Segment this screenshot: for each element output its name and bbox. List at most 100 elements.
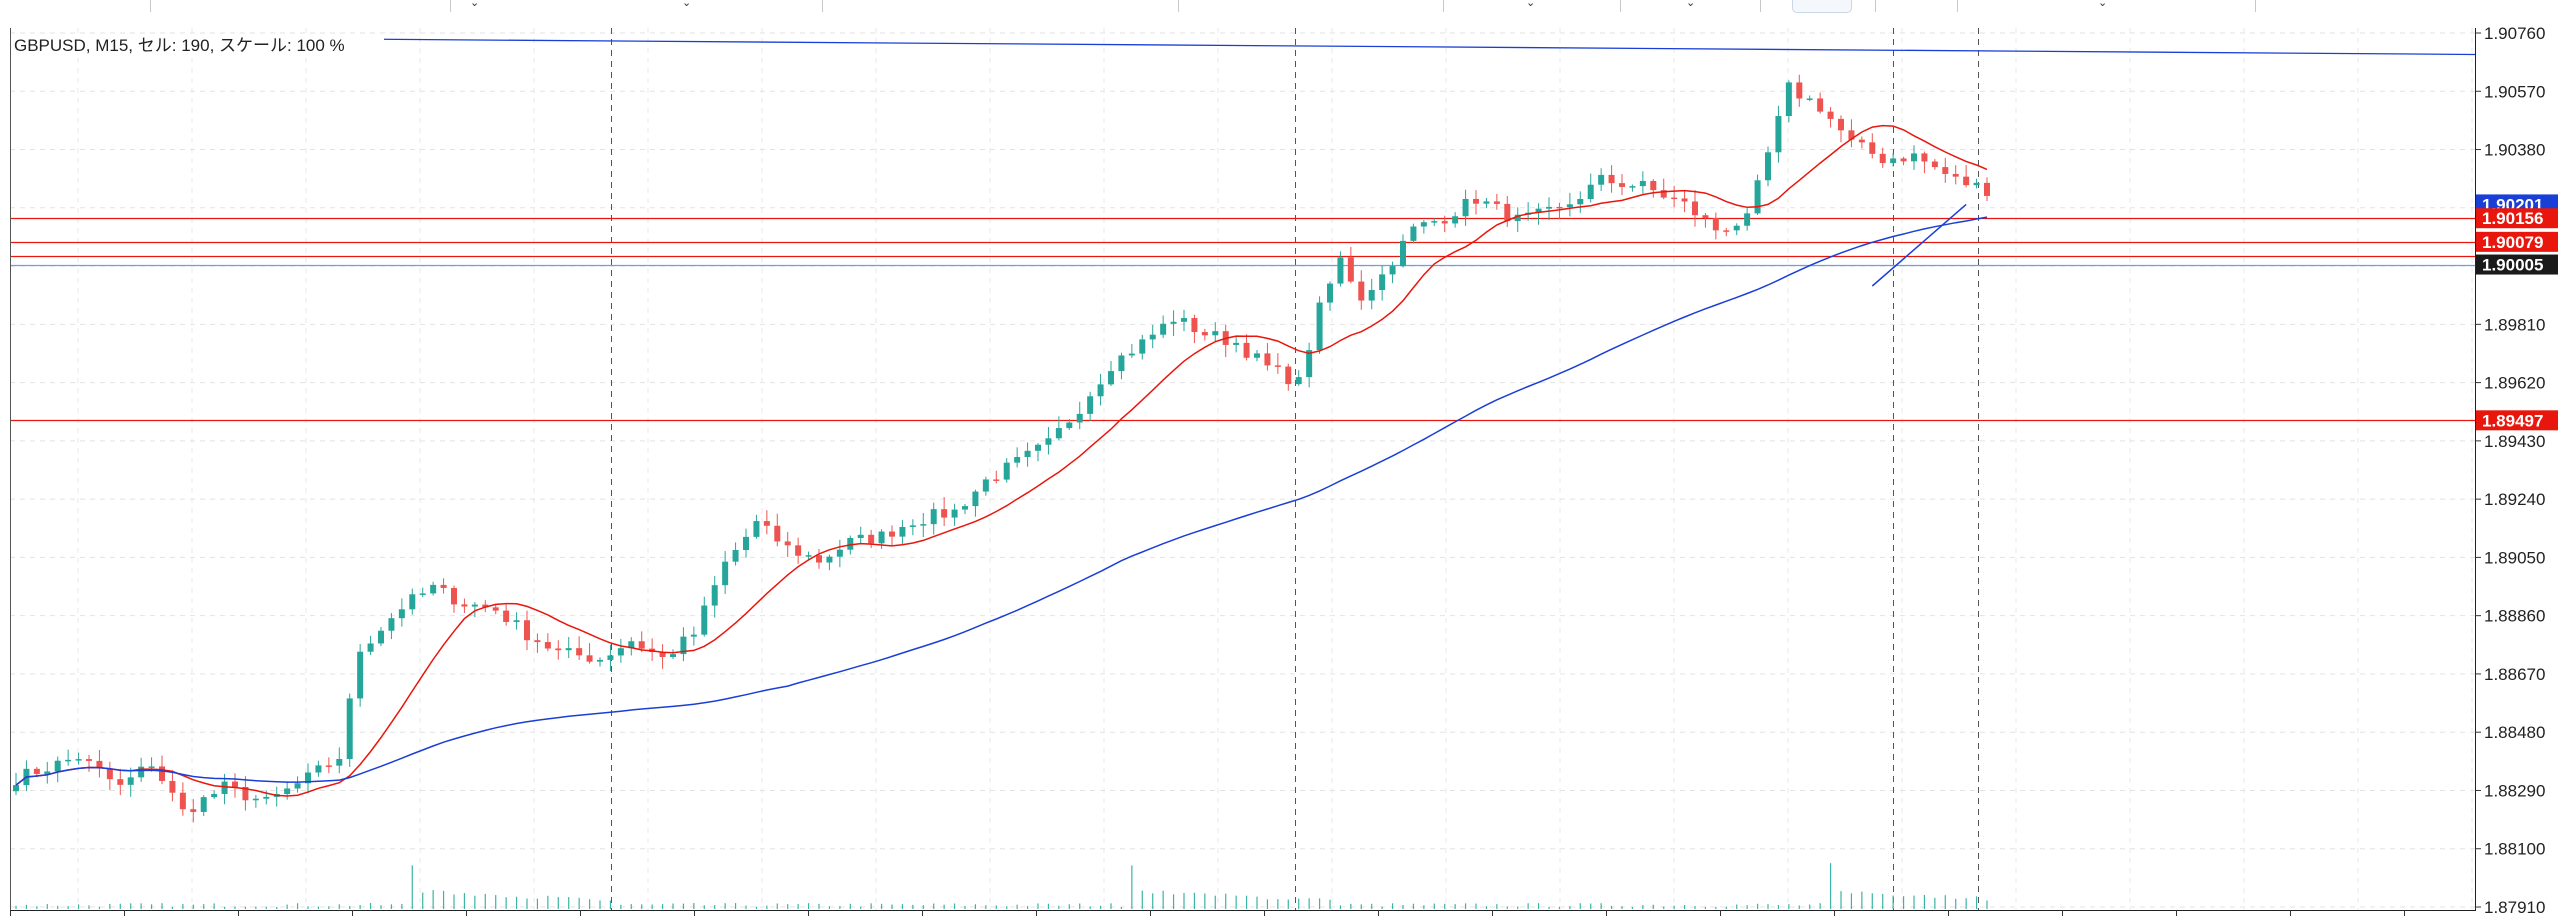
plot-background: [10, 28, 2475, 909]
candle-down: [1347, 257, 1354, 282]
candle-up: [1118, 355, 1125, 372]
candle-down: [117, 779, 124, 785]
candle-up: [54, 760, 61, 772]
candle-up: [13, 785, 19, 792]
candle-up: [1087, 396, 1094, 414]
candle-up: [1733, 225, 1740, 231]
candle-up: [148, 766, 155, 768]
candle-down: [784, 541, 791, 546]
candle-down: [941, 509, 948, 518]
candle-down: [1900, 158, 1907, 162]
candle-down: [1608, 174, 1615, 184]
candle-down: [868, 534, 875, 544]
candle-down: [106, 768, 113, 780]
candle-up: [1233, 342, 1240, 345]
candle-up: [1014, 457, 1021, 463]
moving-average-line: [15, 216, 1988, 786]
candle-up: [565, 648, 572, 651]
dropdown-arrow-icon[interactable]: ⌄: [1686, 0, 1696, 9]
candle-down: [1723, 230, 1730, 232]
dropdown-arrow-icon[interactable]: ⌄: [682, 0, 692, 9]
candle-down: [1619, 183, 1625, 187]
candle-up: [138, 766, 145, 778]
candle-down: [86, 759, 92, 761]
candle-down: [1827, 111, 1834, 119]
candle-up: [951, 509, 958, 518]
candle-up: [336, 759, 343, 766]
candle-up: [1003, 462, 1010, 480]
candle-up: [1639, 180, 1646, 187]
candle-down: [190, 809, 197, 812]
price-label: 1.90570: [2484, 82, 2545, 101]
candle-down: [1879, 153, 1886, 164]
trendline[interactable]: [1871, 203, 1967, 287]
dropdown-arrow-icon[interactable]: ⌄: [470, 0, 480, 9]
candle-up: [1410, 226, 1417, 241]
candle-up: [857, 534, 864, 538]
candle-down: [159, 766, 165, 781]
dropdown-arrow-icon[interactable]: ⌄: [2098, 0, 2108, 9]
toolbar-toggle-button[interactable]: [1792, 0, 1852, 13]
candle-up: [378, 630, 384, 644]
candle-down: [440, 584, 447, 588]
candle-up: [805, 555, 812, 557]
candle-down: [179, 792, 186, 810]
toolbar-separator: [1875, 0, 1876, 12]
candle-up: [1024, 450, 1031, 458]
candle-up: [1400, 240, 1406, 267]
price-label: 1.88670: [2484, 665, 2545, 684]
candle-up: [1160, 323, 1167, 335]
candle-up: [826, 556, 833, 563]
price-tag-box: [2476, 410, 2558, 431]
candle-down: [816, 555, 822, 563]
candle-down: [555, 648, 562, 651]
candle-up: [1775, 116, 1782, 153]
toolbar-separator: [822, 0, 823, 12]
candle-down: [96, 760, 103, 769]
candle-up: [346, 698, 353, 760]
candle-up: [1514, 214, 1521, 222]
candle-up: [1306, 350, 1313, 378]
candle-down: [1921, 153, 1928, 162]
candle-up: [1744, 213, 1751, 226]
candle-down: [461, 604, 468, 607]
candle-down: [1848, 130, 1855, 140]
candle-up: [1973, 182, 1980, 186]
toolbar-separator: [150, 0, 151, 12]
candle-down: [1838, 118, 1844, 131]
price-label: 1.89050: [2484, 548, 2545, 567]
candle-down: [482, 604, 489, 608]
time-axis-ticks: [10, 910, 2405, 916]
candle-down: [659, 652, 666, 658]
candle-up: [367, 643, 374, 652]
candle-up: [1066, 422, 1073, 429]
candle-up: [1149, 334, 1156, 340]
candle-up: [743, 536, 749, 551]
candle-up: [1170, 321, 1177, 324]
dropdown-arrow-icon[interactable]: ⌄: [1526, 0, 1536, 9]
candle-down: [1692, 201, 1698, 216]
candle-up: [409, 594, 416, 610]
volume-bars: [15, 863, 1988, 909]
candle-down: [1493, 201, 1500, 204]
price-tag-box: [2476, 208, 2558, 229]
candle-up: [930, 509, 937, 525]
candle-up: [430, 584, 437, 594]
candle-down: [1671, 197, 1678, 200]
candle-up: [878, 531, 885, 544]
toolbar-separator: [450, 0, 451, 12]
vertical-separators: [611, 28, 1979, 910]
candle-up: [597, 659, 603, 662]
candle-down: [1650, 180, 1657, 191]
price-label: 1.88290: [2484, 781, 2545, 800]
price-label: 1.90380: [2484, 141, 2545, 160]
candle-down: [1473, 198, 1479, 204]
candle-up: [628, 641, 635, 649]
candle-up: [836, 549, 843, 557]
price-label: 1.88480: [2484, 723, 2545, 742]
candle-down: [1285, 366, 1292, 385]
candle-down: [1358, 281, 1365, 301]
price-label: 1.89810: [2484, 315, 2545, 334]
candle-down: [1931, 161, 1938, 168]
